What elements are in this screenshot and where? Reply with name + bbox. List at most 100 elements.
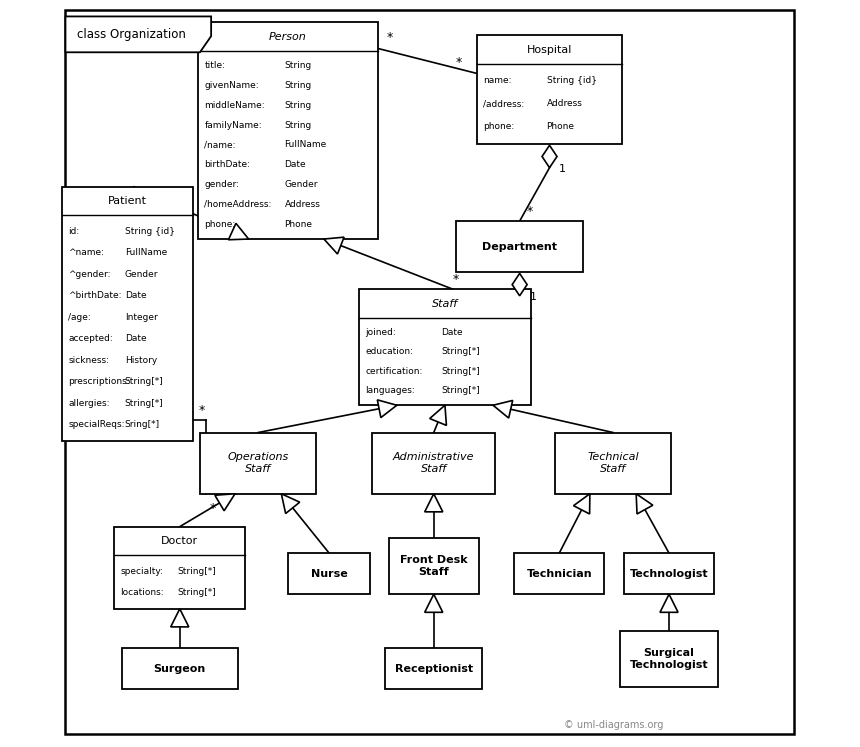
Bar — [620, 630, 717, 687]
Text: String[*]: String[*] — [441, 347, 480, 356]
Text: Gender: Gender — [125, 270, 158, 279]
Bar — [288, 553, 371, 595]
Polygon shape — [229, 223, 249, 240]
Polygon shape — [171, 609, 189, 627]
Text: Date: Date — [285, 161, 306, 170]
Text: String[*]: String[*] — [441, 386, 480, 395]
Text: Technologist: Technologist — [630, 568, 709, 579]
Text: *: * — [456, 56, 462, 69]
Bar — [199, 22, 378, 239]
Text: /homeAddress:: /homeAddress: — [205, 200, 272, 209]
Text: FullName: FullName — [285, 140, 327, 149]
Polygon shape — [425, 494, 443, 512]
Polygon shape — [513, 273, 527, 296]
Text: 1: 1 — [559, 164, 566, 174]
Text: Person: Person — [269, 31, 307, 42]
Bar — [200, 433, 316, 494]
Text: Address: Address — [285, 200, 321, 209]
Text: 1: 1 — [530, 292, 537, 303]
Bar — [476, 35, 623, 143]
Text: *: * — [527, 205, 533, 218]
Text: Staff: Staff — [432, 299, 458, 309]
Text: id:: id: — [68, 227, 79, 236]
Text: Date: Date — [441, 328, 464, 337]
Text: Front Desk
Staff: Front Desk Staff — [400, 556, 468, 577]
Text: ^birthDate:: ^birthDate: — [68, 291, 121, 300]
Text: education:: education: — [365, 347, 413, 356]
Text: Sring[*]: Sring[*] — [125, 420, 160, 429]
Polygon shape — [636, 494, 653, 514]
Text: Integer: Integer — [125, 313, 157, 322]
Text: Gender: Gender — [285, 180, 318, 189]
Text: /age:: /age: — [68, 313, 91, 322]
Bar — [359, 290, 531, 406]
Polygon shape — [215, 494, 235, 511]
Text: ^name:: ^name: — [68, 248, 104, 257]
Text: Nurse: Nurse — [310, 568, 347, 579]
Text: Surgeon: Surgeon — [154, 663, 206, 674]
Text: middleName:: middleName: — [205, 101, 265, 110]
Text: phone:: phone: — [205, 220, 236, 229]
Polygon shape — [493, 400, 513, 418]
Text: Technician: Technician — [526, 568, 592, 579]
Polygon shape — [378, 400, 396, 418]
Text: accepted:: accepted: — [68, 334, 113, 343]
Text: String[*]: String[*] — [125, 399, 163, 408]
Text: Hospital: Hospital — [527, 45, 572, 55]
Text: Department: Department — [482, 241, 557, 252]
Text: History: History — [125, 356, 157, 365]
Bar — [372, 433, 495, 494]
Bar — [114, 527, 245, 609]
Text: Date: Date — [125, 334, 146, 343]
Bar — [624, 553, 714, 595]
Text: © uml-diagrams.org: © uml-diagrams.org — [564, 719, 664, 730]
Bar — [62, 187, 193, 441]
Text: languages:: languages: — [365, 386, 415, 395]
Polygon shape — [542, 146, 557, 168]
Bar — [385, 648, 482, 689]
Text: prescriptions:: prescriptions: — [68, 377, 130, 386]
Text: String: String — [285, 61, 311, 70]
Bar — [555, 433, 671, 494]
Polygon shape — [660, 595, 678, 613]
Text: String {id}: String {id} — [125, 227, 175, 236]
Text: Address: Address — [547, 99, 582, 108]
Text: ^gender:: ^gender: — [68, 270, 111, 279]
Text: Receptionist: Receptionist — [395, 663, 473, 674]
Text: *: * — [210, 503, 216, 515]
Text: phone:: phone: — [482, 123, 514, 131]
Polygon shape — [65, 16, 211, 52]
Text: /name:: /name: — [205, 140, 236, 149]
Bar — [456, 221, 583, 272]
Text: Technical
Staff: Technical Staff — [587, 453, 639, 474]
Text: specialty:: specialty: — [120, 567, 163, 576]
Text: String[*]: String[*] — [125, 377, 163, 386]
Text: certification:: certification: — [365, 367, 422, 376]
Text: Administrative
Staff: Administrative Staff — [393, 453, 475, 474]
Text: FullName: FullName — [125, 248, 167, 257]
Text: allergies:: allergies: — [68, 399, 109, 408]
Text: joined:: joined: — [365, 328, 396, 337]
Text: /address:: /address: — [482, 99, 524, 108]
Text: String[*]: String[*] — [441, 367, 480, 376]
Text: Phone: Phone — [547, 123, 574, 131]
Text: class Organization: class Organization — [77, 28, 186, 41]
Text: String: String — [285, 101, 311, 110]
Text: Operations
Staff: Operations Staff — [228, 453, 289, 474]
Text: String: String — [285, 120, 311, 129]
Bar — [122, 648, 237, 689]
Text: *: * — [199, 404, 205, 418]
Polygon shape — [324, 237, 344, 254]
Bar — [389, 539, 478, 595]
Text: name:: name: — [482, 76, 511, 85]
Text: String[*]: String[*] — [177, 567, 216, 576]
Polygon shape — [430, 406, 446, 425]
Polygon shape — [574, 494, 590, 514]
Text: String[*]: String[*] — [177, 588, 216, 597]
Text: Phone: Phone — [285, 220, 312, 229]
Polygon shape — [425, 595, 443, 613]
Bar — [514, 553, 604, 595]
Text: title:: title: — [205, 61, 225, 70]
Text: *: * — [452, 273, 458, 287]
Text: String {id}: String {id} — [547, 76, 597, 85]
